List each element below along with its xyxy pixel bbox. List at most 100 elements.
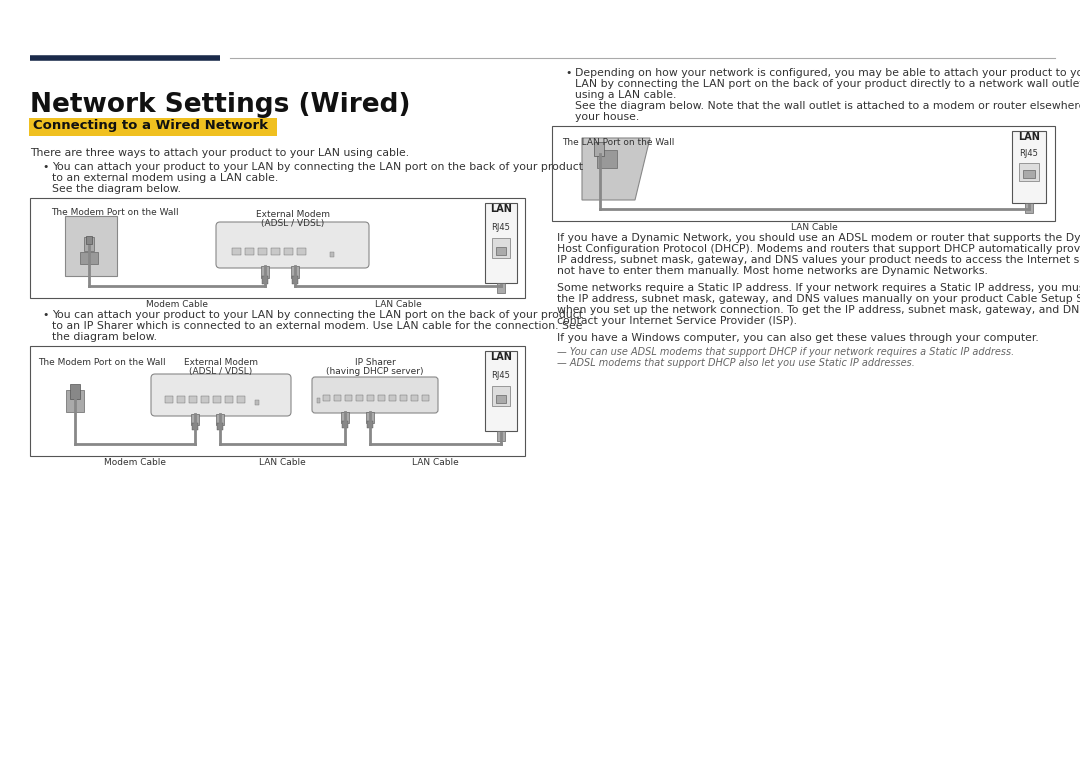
Bar [297,248,306,255]
Bar [1025,203,1032,213]
Text: Network Settings (Wired): Network Settings (Wired) [30,92,410,118]
Text: Modem Cable: Modem Cable [104,458,166,467]
Text: External Modem: External Modem [184,358,258,367]
FancyBboxPatch shape [312,377,438,413]
Text: to an IP Sharer which is connected to an external modem. Use LAN cable for the c: to an IP Sharer which is connected to an… [52,321,582,331]
Bar [192,423,198,430]
Text: when you set up the network connection. To get the IP address, subnet mask, gate: when you set up the network connection. … [557,305,1080,315]
FancyBboxPatch shape [216,222,369,268]
Bar [213,396,221,403]
Text: LAN Cable: LAN Cable [259,458,306,467]
Bar [291,266,299,278]
Bar [552,126,1055,221]
Text: IP address, subnet mask, gateway, and DNS values your product needs to access th: IP address, subnet mask, gateway, and DN… [557,255,1080,265]
Bar [84,237,94,251]
Bar [422,395,429,401]
Text: Modem Cable: Modem Cable [146,300,208,309]
Text: •: • [42,310,49,320]
Bar [70,384,80,399]
Bar [318,398,320,403]
Bar [80,252,98,264]
Text: LAN Cable: LAN Cable [413,458,459,467]
Text: If you have a Dynamic Network, you should use an ADSL modem or router that suppo: If you have a Dynamic Network, you shoul… [557,233,1080,243]
Bar [411,395,418,401]
Bar [86,236,92,244]
Text: LAN Cable: LAN Cable [375,300,421,309]
Text: the diagram below.: the diagram below. [52,332,157,342]
Text: RJ45: RJ45 [491,371,511,380]
Text: Depending on how your network is configured, you may be able to attach your prod: Depending on how your network is configu… [575,68,1080,78]
Text: LAN Cable: LAN Cable [792,223,838,232]
Bar [367,421,373,428]
Text: See the diagram below.: See the diagram below. [52,184,181,194]
Text: RJ45: RJ45 [491,223,511,232]
Text: — ADSL modems that support DHCP also let you use Static IP addresses.: — ADSL modems that support DHCP also let… [557,358,915,368]
Bar [594,142,604,156]
Bar [217,423,222,430]
Bar [237,396,245,403]
Bar [29,118,276,136]
Bar [366,412,374,423]
Bar [497,283,505,293]
Bar [191,414,199,425]
Bar [1012,131,1047,203]
Bar [216,414,224,425]
Bar [496,247,507,255]
Text: Host Configuration Protocol (DHCP). Modems and routers that support DHCP automat: Host Configuration Protocol (DHCP). Mode… [557,244,1080,254]
Bar [323,395,330,401]
Bar [292,276,298,284]
Text: You can attach your product to your LAN by connecting the LAN port on the back o: You can attach your product to your LAN … [52,310,583,320]
Text: The LAN Port on the Wall: The LAN Port on the Wall [562,138,674,147]
Text: If you have a Windows computer, you can also get these values through your compu: If you have a Windows computer, you can … [557,333,1039,343]
Bar [284,248,293,255]
Text: RJ45: RJ45 [1020,149,1039,158]
Bar [261,266,269,278]
Bar [1023,170,1035,178]
Bar [189,396,197,403]
Bar [177,396,185,403]
Text: Connecting to a Wired Network: Connecting to a Wired Network [33,119,268,132]
Bar [201,396,210,403]
FancyBboxPatch shape [151,374,291,416]
Bar [356,395,363,401]
Text: LAN: LAN [1018,132,1040,142]
Bar [225,396,233,403]
Bar [30,198,525,298]
Text: — You can use ADSL modems that support DHCP if your network requires a Static IP: — You can use ADSL modems that support D… [557,347,1014,357]
Text: The Modem Port on the Wall: The Modem Port on the Wall [51,208,178,217]
Bar [341,412,349,423]
Text: You can attach your product to your LAN by connecting the LAN port on the back o: You can attach your product to your LAN … [52,162,583,172]
Text: to an external modem using a LAN cable.: to an external modem using a LAN cable. [52,173,279,183]
Text: the IP address, subnet mask, gateway, and DNS values manually on your product Ca: the IP address, subnet mask, gateway, an… [557,294,1080,304]
Text: IP Sharer: IP Sharer [354,358,395,367]
Bar [255,400,259,405]
Bar [497,431,505,441]
Bar [66,390,84,412]
Text: LAN: LAN [490,352,512,362]
Bar [1020,163,1039,181]
Text: LAN: LAN [490,204,512,214]
Bar [378,395,384,401]
Bar [492,386,510,406]
Bar [496,395,507,403]
Bar [367,395,374,401]
Bar [400,395,407,401]
Text: (having DHCP server): (having DHCP server) [326,367,423,376]
Polygon shape [582,138,650,200]
Bar [165,396,173,403]
Text: •: • [42,162,49,172]
Text: The Modem Port on the Wall: The Modem Port on the Wall [38,358,165,367]
Text: (ADSL / VDSL): (ADSL / VDSL) [261,219,324,228]
Bar [485,351,517,431]
Bar [389,395,396,401]
Text: using a LAN cable.: using a LAN cable. [575,90,676,100]
Text: (ADSL / VDSL): (ADSL / VDSL) [189,367,253,376]
Bar [597,150,617,168]
Bar [334,395,341,401]
Text: •: • [565,68,571,78]
Bar [65,216,117,276]
Bar [271,248,280,255]
Text: your house.: your house. [575,112,639,122]
Bar [330,252,334,257]
Bar [30,346,525,456]
